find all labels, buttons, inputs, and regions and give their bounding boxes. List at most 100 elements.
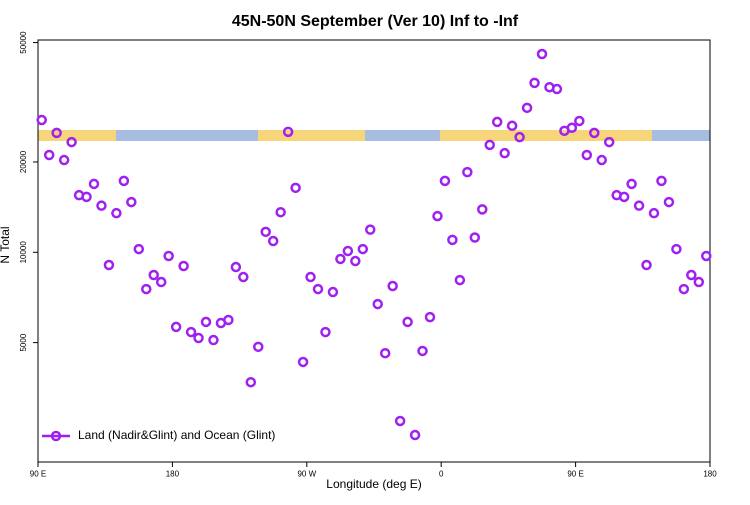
x-tick-label: 90 E <box>567 470 583 479</box>
point <box>260 226 271 238</box>
point <box>574 115 585 127</box>
point <box>686 269 697 281</box>
point <box>394 415 406 427</box>
point <box>155 276 167 288</box>
point <box>111 207 122 219</box>
point <box>208 334 219 346</box>
point <box>551 83 563 95</box>
point <box>439 175 451 187</box>
point <box>297 356 309 368</box>
point <box>432 210 443 222</box>
point <box>357 243 369 255</box>
point <box>678 283 690 295</box>
point <box>335 253 346 265</box>
point <box>387 280 398 292</box>
point <box>163 250 174 262</box>
point <box>596 154 607 166</box>
legend-marker <box>50 430 62 442</box>
y-tick-label: 5000 <box>19 333 28 351</box>
point <box>663 196 675 208</box>
point <box>701 250 712 262</box>
point <box>245 376 257 388</box>
point <box>618 191 630 203</box>
ocean-band <box>365 130 440 141</box>
point <box>491 116 503 128</box>
point <box>469 232 481 243</box>
point <box>327 286 339 298</box>
x-tick-label: 180 <box>166 470 180 479</box>
point <box>514 131 525 143</box>
point <box>96 200 107 211</box>
point <box>536 48 548 60</box>
point <box>267 235 279 247</box>
point <box>118 175 130 187</box>
point <box>66 136 77 148</box>
point <box>462 166 473 178</box>
point <box>633 200 645 211</box>
point <box>447 234 458 246</box>
land-band <box>38 130 116 141</box>
y-axis-title: N Total <box>0 226 12 263</box>
point <box>484 139 495 151</box>
point <box>126 196 137 208</box>
point <box>36 114 47 126</box>
point <box>350 255 361 267</box>
point <box>529 77 540 89</box>
y-tick-label: 50000 <box>19 31 28 54</box>
point <box>454 274 466 286</box>
point <box>379 347 391 359</box>
x-axis-title: Longitude (deg E) <box>326 477 421 491</box>
point <box>58 154 70 166</box>
point <box>148 269 159 281</box>
point <box>290 182 301 194</box>
point <box>170 321 182 333</box>
point <box>185 326 197 338</box>
point <box>275 206 286 218</box>
point <box>424 311 436 323</box>
point <box>566 122 578 134</box>
point <box>671 243 682 255</box>
x-tick-label: 90 E <box>30 470 46 479</box>
land-band <box>440 130 652 141</box>
x-tick-label: 180 <box>703 470 717 479</box>
chart-title: 45N-50N September (Ver 10) Inf to -Inf <box>232 13 519 30</box>
y-tick-label: 10000 <box>19 241 28 264</box>
ocean-band <box>116 130 258 141</box>
point <box>417 345 428 357</box>
x-tick-label: 90 W <box>297 470 316 479</box>
ocean-band <box>652 130 710 141</box>
plot-frame <box>37 39 711 463</box>
point <box>477 204 488 215</box>
point <box>43 149 55 161</box>
point <box>200 316 212 328</box>
point <box>372 298 383 310</box>
point <box>178 260 189 272</box>
point <box>141 283 152 295</box>
point <box>51 127 62 139</box>
point <box>230 261 242 273</box>
point <box>238 271 249 283</box>
point <box>581 149 593 161</box>
land-band <box>258 130 365 141</box>
point <box>282 126 294 138</box>
point <box>305 271 316 283</box>
point <box>103 259 115 271</box>
point <box>223 314 234 326</box>
point <box>641 259 652 271</box>
point <box>648 207 660 219</box>
point <box>81 191 92 203</box>
point <box>693 276 705 288</box>
point <box>521 102 533 114</box>
point <box>88 178 100 190</box>
point <box>342 245 354 257</box>
legend-label: Land (Nadir&Glint) and Ocean (Glint) <box>78 428 275 442</box>
point <box>133 243 145 255</box>
point <box>409 429 421 441</box>
point <box>402 316 413 328</box>
land-ocean-strip <box>38 130 710 141</box>
point <box>656 175 667 187</box>
point <box>312 283 324 295</box>
point <box>506 120 518 132</box>
point <box>193 332 204 344</box>
